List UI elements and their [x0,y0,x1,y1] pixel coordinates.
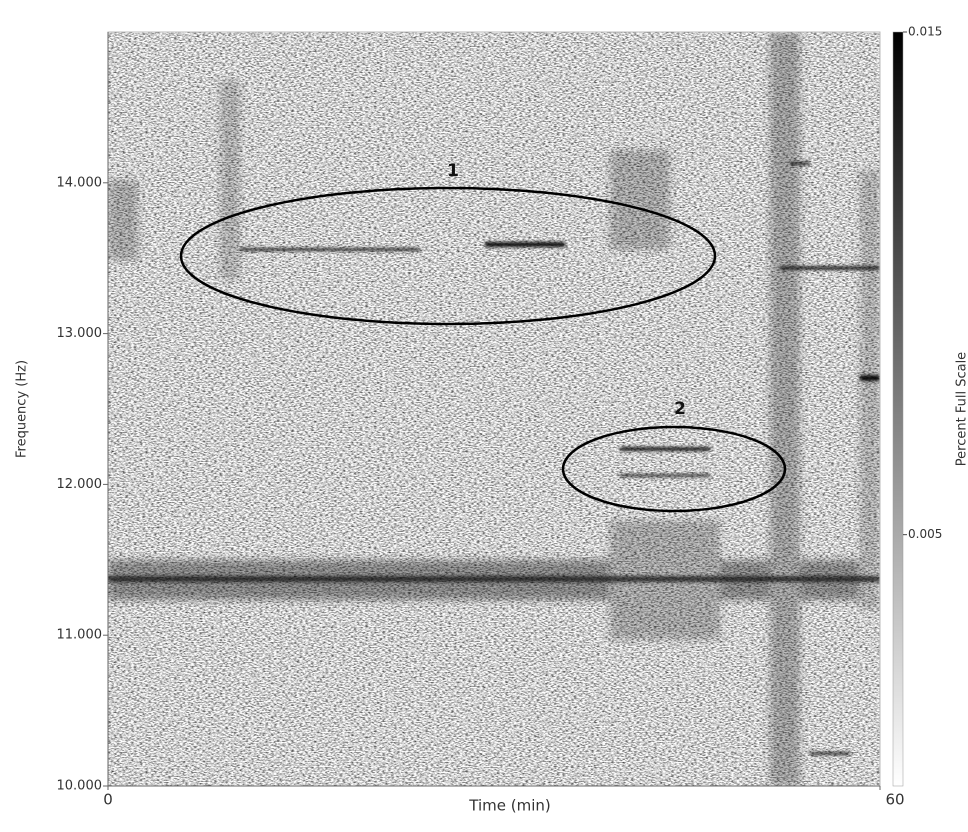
noise [108,32,880,786]
x-axis-label: Time (min) [468,797,550,815]
annotation-label: 2 [674,399,686,419]
colorbar-label: Percent Full Scale [955,352,968,466]
y-tick-label: 11.000 [57,628,103,643]
colorbar-tick-label: 0.015 [908,25,942,39]
annotation-label: 1 [447,161,459,181]
colorbar-tick-label: 0.005 [908,527,942,541]
y-tick-label: 14.000 [57,175,103,190]
spectrogram-image [108,32,880,786]
colorbar [892,31,904,787]
x-tick-label: 60 [885,791,904,809]
annotation-ellipse [561,425,787,513]
y-axis-label: Frequency (Hz) [15,360,30,458]
x-tick-label: 0 [103,791,113,809]
annotation-ellipse [179,186,717,326]
y-tick-label: 12.000 [57,477,103,492]
y-tick-label: 13.000 [57,326,103,341]
y-tick-label: 10.000 [57,779,103,794]
